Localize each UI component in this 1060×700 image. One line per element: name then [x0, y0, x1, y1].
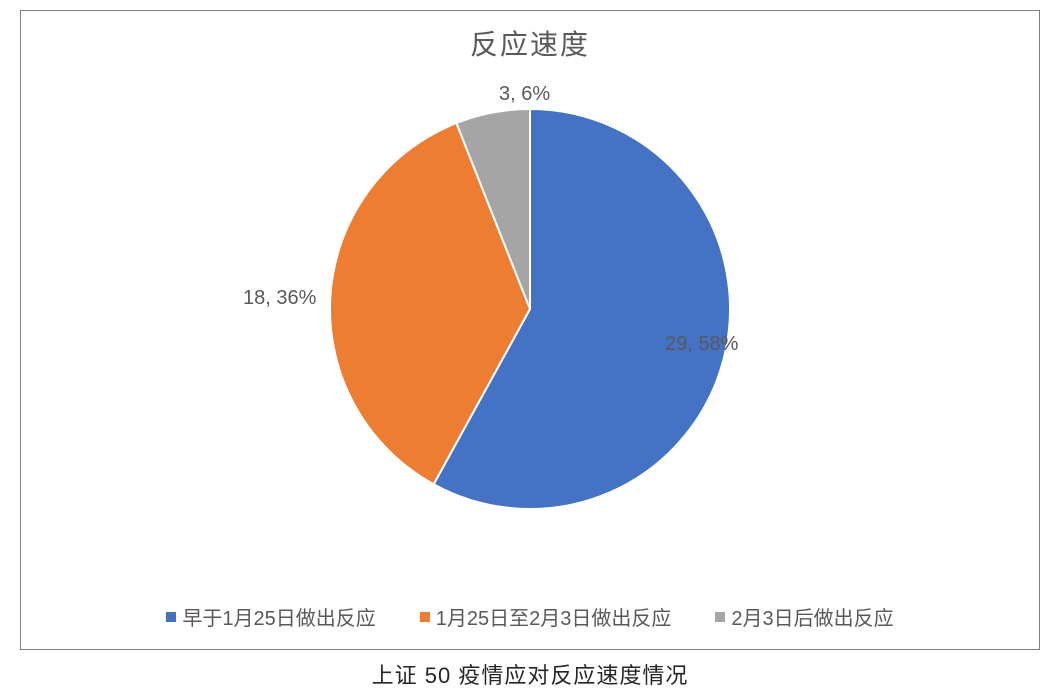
pie-svg: [320, 99, 740, 519]
legend-item-1: 1月25日至2月3日做出反应: [420, 602, 672, 631]
legend-label-1: 1月25日至2月3日做出反应: [436, 602, 672, 631]
legend-marker-1: [420, 612, 430, 622]
legend-item-0: 早于1月25日做出反应: [166, 602, 375, 631]
legend-marker-2: [715, 612, 725, 622]
pie-slice-label-1: 18, 36%: [243, 287, 316, 310]
legend-label-0: 早于1月25日做出反应: [182, 602, 375, 631]
figure-caption: 上证 50 疫情应对反应速度情况: [0, 658, 1060, 690]
legend-item-2: 2月3日后做出反应: [715, 602, 893, 631]
legend-marker-0: [166, 612, 176, 622]
chart-frame: 反应速度 29, 58% 18, 36% 3, 6% 早于1月25日做出反应 1…: [20, 10, 1040, 650]
pie-chart: [320, 99, 740, 519]
legend-label-2: 2月3日后做出反应: [731, 602, 893, 631]
pie-slice-label-0: 29, 58%: [665, 333, 738, 356]
pie-slice-label-2: 3, 6%: [499, 83, 550, 106]
legend: 早于1月25日做出反应 1月25日至2月3日做出反应 2月3日后做出反应: [21, 602, 1039, 631]
chart-title: 反应速度: [21, 23, 1039, 63]
